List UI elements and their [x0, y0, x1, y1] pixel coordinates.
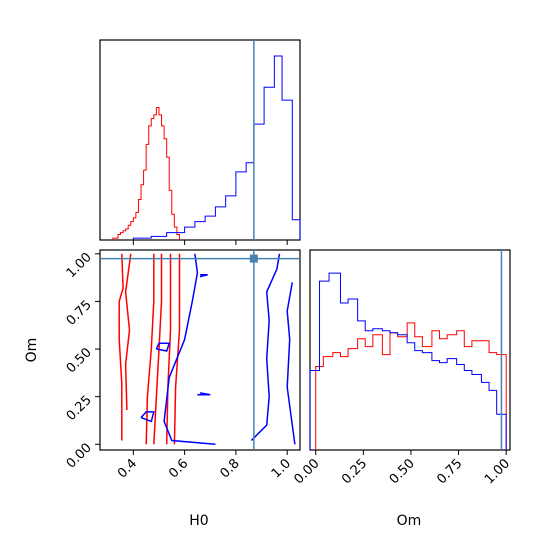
contour-series-a-line-0: [118, 253, 124, 441]
contour-series-b-line-2: [286, 282, 296, 445]
contour-series-b-line-1: [250, 253, 281, 442]
contour-x-tick-label: 0.8: [217, 456, 242, 481]
contours-series-b: [140, 253, 296, 446]
contour-series-b-line-4: [155, 342, 171, 352]
h0-histogram-series-a: [112, 107, 180, 240]
contour-series-a-line-5: [173, 253, 181, 445]
contour-series-a-line-4: [165, 253, 172, 445]
om-y-axis-label: Om: [24, 338, 40, 363]
om-histogram-frame: [309, 249, 511, 451]
om-histogram-series-a-line: [315, 322, 507, 450]
om-histogram-tick-label: 0.00: [291, 456, 322, 487]
om-histogram-panel: 0.00 0.25 0.50 0.75 1.00: [291, 249, 513, 487]
h0-histogram-frame: [99, 39, 301, 241]
contour-series-b-line-5: [199, 274, 208, 278]
contour-series-b-line-0: [163, 253, 216, 446]
h0-histogram-ticks: [132, 240, 288, 245]
contour-y-ticks: 0.00 0.25 0.50 0.75 1.00: [64, 250, 100, 472]
om-histogram-tick-label: 0.50: [387, 456, 418, 487]
h0-axis-label: H0: [189, 513, 208, 529]
om-histogram-tick-label: 0.25: [339, 456, 370, 487]
om-histogram-series-a: [315, 322, 507, 450]
om-axis-label: Om: [397, 513, 422, 529]
om-histogram-tick-label: 1.00: [482, 456, 513, 487]
contour-truth: [100, 250, 300, 450]
contour-y-tick-label: 0.00: [64, 441, 95, 472]
contour-series-a-line-1: [124, 253, 132, 411]
contour-y-tick-label: 0.50: [64, 345, 95, 376]
h0-histogram-series-b: [132, 55, 301, 240]
om-histogram-series-b-line: [309, 272, 507, 450]
h0-histogram-series-b-line: [132, 55, 301, 240]
contour-x-tick-label: 1.0: [269, 456, 294, 481]
contour-x-ticks: 0.4 0.6 0.8 1.0: [115, 450, 294, 481]
contour-frame: [99, 249, 301, 451]
contour-y-tick-label: 0.25: [64, 393, 95, 424]
contour-x-tick-label: 0.4: [115, 456, 140, 481]
h0-om-contour-panel: 0.4 0.6 0.8 1.0 0.00 0.25 0.50 0.75 1.00: [64, 249, 301, 481]
contour-series-b-line-6: [197, 392, 211, 396]
om-histogram-tick-label: 0.75: [434, 456, 465, 487]
contour-series-b-line-3: [140, 411, 155, 423]
h0-histogram-series-a-line: [112, 107, 180, 240]
contours-series-a: [118, 253, 181, 445]
contour-truth-marker: [249, 254, 258, 263]
h0-histogram-panel: [99, 39, 301, 245]
contour-y-tick-label: 0.75: [64, 298, 95, 329]
contour-x-tick-label: 0.6: [166, 456, 191, 481]
om-histogram-ticks: 0.00 0.25 0.50 0.75 1.00: [291, 450, 513, 487]
contour-y-tick-label: 1.00: [64, 250, 95, 281]
om-histogram-series-b: [309, 272, 507, 450]
